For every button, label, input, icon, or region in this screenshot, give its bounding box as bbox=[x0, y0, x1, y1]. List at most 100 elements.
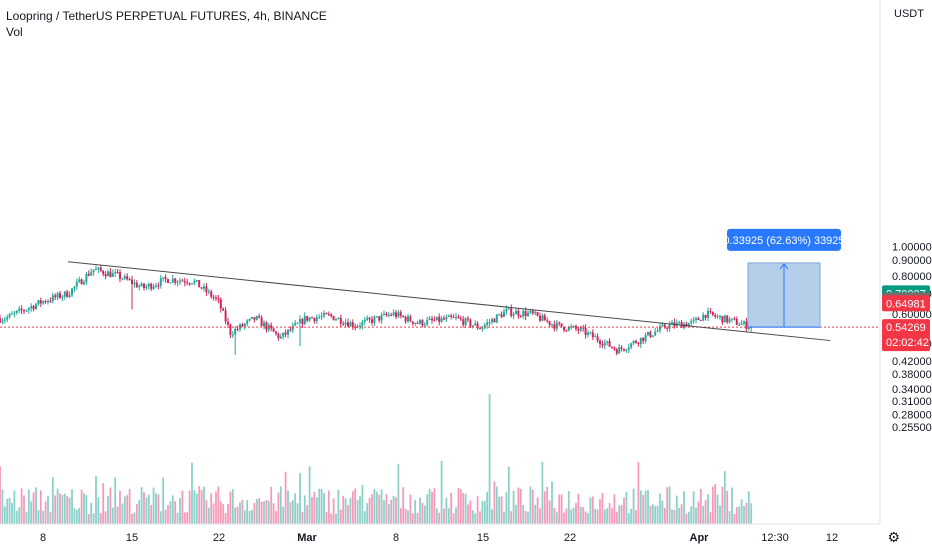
candle-body bbox=[507, 308, 510, 310]
volume-bar bbox=[349, 497, 352, 524]
volume-bar bbox=[531, 489, 534, 524]
candle-body bbox=[342, 323, 345, 325]
candle bbox=[416, 321, 419, 324]
candle-body bbox=[383, 313, 385, 315]
candle bbox=[155, 282, 157, 289]
candle bbox=[97, 266, 100, 273]
candle bbox=[301, 318, 304, 328]
candle bbox=[553, 320, 556, 332]
price-axis[interactable]: 1.000000.900000.800000.700000.600000.480… bbox=[879, 0, 932, 524]
volume-bar bbox=[423, 505, 426, 524]
candle bbox=[486, 318, 489, 329]
candle bbox=[409, 314, 412, 322]
volume-bar bbox=[231, 489, 234, 524]
candle-body bbox=[395, 312, 397, 317]
measure-tool[interactable]: 0.33925 (62.63%) 33925 bbox=[723, 228, 845, 328]
trendline[interactable] bbox=[67, 261, 831, 342]
candle bbox=[143, 283, 145, 291]
candle bbox=[145, 284, 148, 290]
candle-body bbox=[601, 344, 604, 346]
candle bbox=[320, 312, 323, 321]
volume-bar bbox=[426, 494, 429, 524]
volume-bar bbox=[224, 513, 227, 524]
symbol-title[interactable]: Loopring / TetherUS PERPETUAL FUTURES, 4… bbox=[6, 9, 327, 23]
candle-body bbox=[368, 318, 371, 320]
measure-arrowhead bbox=[779, 263, 789, 270]
candle bbox=[227, 317, 229, 328]
candle bbox=[378, 316, 381, 323]
candle-body bbox=[421, 319, 424, 326]
volume-bar bbox=[399, 508, 402, 524]
volume-bar bbox=[620, 504, 623, 524]
candle-body bbox=[486, 322, 489, 325]
candle bbox=[318, 314, 321, 320]
volume-bar bbox=[133, 512, 136, 524]
candle bbox=[491, 317, 493, 325]
candle bbox=[738, 322, 741, 326]
volume-bar bbox=[123, 496, 126, 524]
candle-body bbox=[366, 318, 369, 320]
volume-bar bbox=[25, 512, 28, 524]
candle bbox=[284, 329, 287, 338]
candle-body bbox=[637, 342, 640, 345]
candle bbox=[743, 320, 745, 326]
candle bbox=[697, 316, 700, 321]
candle bbox=[323, 310, 325, 319]
volume-bar bbox=[90, 502, 93, 524]
candle bbox=[359, 322, 361, 330]
candle bbox=[131, 275, 133, 310]
volume-bar bbox=[167, 505, 169, 524]
candle-body bbox=[104, 274, 107, 277]
candle-body bbox=[555, 322, 558, 329]
candle bbox=[659, 323, 661, 334]
volume-bar bbox=[690, 506, 693, 524]
volume-bar bbox=[558, 494, 561, 524]
volume-label[interactable]: Vol bbox=[6, 25, 23, 39]
candle-body bbox=[157, 285, 160, 287]
candle-body bbox=[723, 315, 726, 323]
candle bbox=[135, 280, 138, 288]
candle-body bbox=[469, 319, 472, 327]
candle bbox=[128, 277, 131, 281]
volume-bar bbox=[215, 491, 217, 524]
volume-bar bbox=[697, 501, 700, 524]
candle-body bbox=[87, 273, 90, 276]
volume-bar bbox=[0, 466, 1, 524]
candle-body bbox=[109, 271, 112, 277]
candle-body bbox=[179, 280, 181, 282]
candle bbox=[594, 333, 597, 338]
badge-countdown: 02:02:42 bbox=[886, 337, 929, 349]
candle bbox=[42, 300, 45, 306]
candle-body bbox=[380, 314, 383, 321]
volume-bar bbox=[663, 507, 666, 524]
volume-bar bbox=[543, 491, 546, 524]
volume-bar bbox=[551, 481, 553, 524]
candle bbox=[102, 270, 105, 277]
candle-body bbox=[188, 283, 191, 285]
candle bbox=[577, 326, 580, 335]
candle-body bbox=[128, 279, 131, 281]
candle bbox=[85, 271, 88, 285]
candle-body bbox=[577, 328, 580, 331]
candle bbox=[361, 319, 364, 330]
volume-bar bbox=[49, 511, 52, 524]
candle-body bbox=[1, 320, 4, 323]
candle bbox=[255, 315, 258, 321]
candle bbox=[95, 265, 97, 271]
candle bbox=[716, 313, 719, 319]
candle-body bbox=[531, 310, 534, 314]
volume-bar bbox=[318, 488, 321, 524]
volume-bar bbox=[97, 497, 100, 524]
volume-bar bbox=[519, 489, 522, 524]
volume-bar bbox=[258, 498, 261, 524]
candle-body bbox=[49, 300, 52, 302]
candle-body bbox=[608, 340, 611, 347]
volume-bar bbox=[291, 500, 294, 524]
candle-body bbox=[699, 319, 702, 321]
candle-body bbox=[263, 322, 265, 327]
candle-body bbox=[443, 318, 445, 320]
candle bbox=[277, 332, 280, 341]
time-axis[interactable]: 8 15 22 Mar 8 15 22 Apr 12:30 12 bbox=[0, 523, 880, 544]
gear-icon[interactable]: ⚙ bbox=[887, 529, 900, 545]
